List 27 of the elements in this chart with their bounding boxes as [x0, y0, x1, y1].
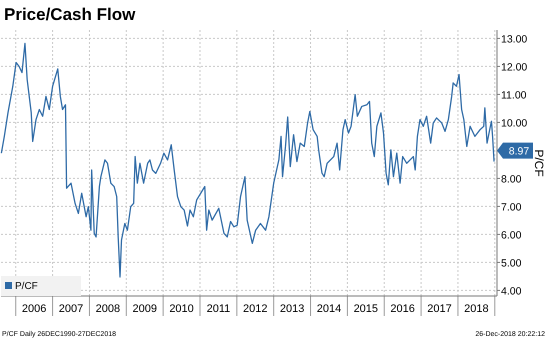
y-tick-label: 8.00 — [501, 173, 522, 186]
y-tick-label: 5.00 — [501, 257, 522, 270]
x-tick-label: 2011 — [206, 303, 230, 315]
x-tick-label: 2006 — [22, 303, 46, 315]
line-series — [0, 42, 495, 278]
x-tick-label: 2008 — [96, 303, 120, 315]
x-tick-label: 2018 — [464, 303, 489, 315]
x-tick-label: 2009 — [132, 303, 157, 315]
x-tick-label: 2012 — [243, 303, 268, 315]
y-tick-label: 11.00 — [501, 89, 527, 102]
x-tick-label: 2015 — [354, 303, 378, 315]
x-tick-label: 2016 — [390, 303, 415, 315]
y-tick-label: 10.00 — [501, 117, 528, 130]
y-tick-label: 12.00 — [501, 61, 528, 74]
text: 8.97 — [508, 146, 530, 158]
legend-label: P/CF — [15, 281, 38, 292]
y-tick-label: 7.00 — [501, 201, 522, 214]
x-tick-label: 2010 — [169, 303, 194, 315]
x-tick-label: 2007 — [58, 303, 84, 315]
y-tick-label: 6.00 — [501, 229, 522, 242]
x-tick-label: 2013 — [280, 303, 304, 315]
x-tick-label: 2017 — [427, 303, 452, 315]
y-axis-title: P/CF — [532, 149, 546, 177]
chart-title: Price/Cash Flow — [4, 5, 136, 24]
x-tick-label: 2014 — [316, 303, 342, 315]
y-tick-label: 13.00 — [501, 33, 528, 46]
y-tick-label: 4.00 — [501, 285, 522, 298]
